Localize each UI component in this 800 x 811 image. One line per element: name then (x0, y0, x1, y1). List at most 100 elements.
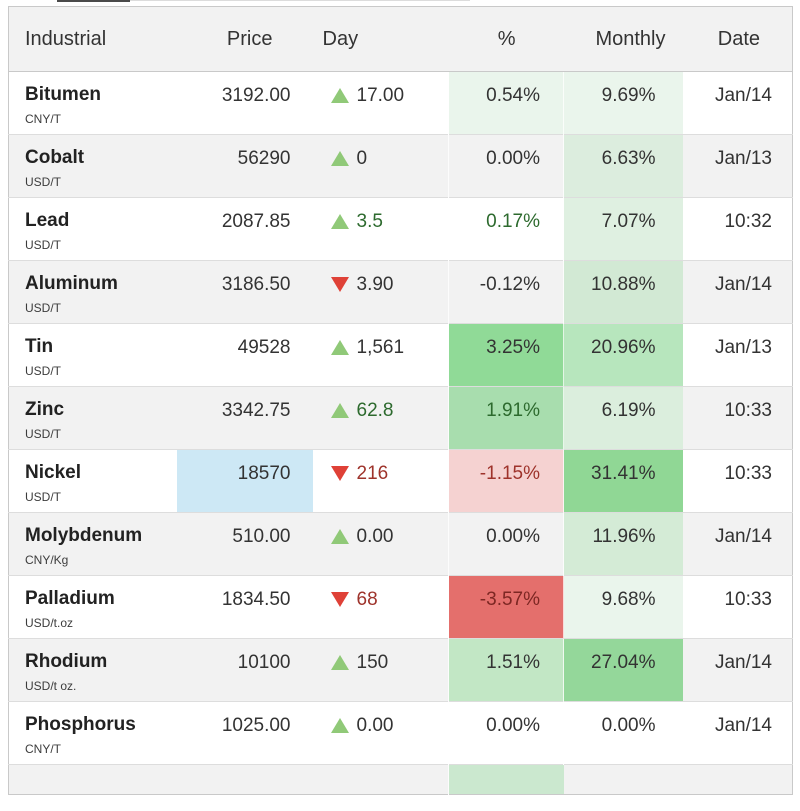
day-change-cell: 0.00 (312, 512, 449, 576)
daily-percent-value: 0.00% (448, 701, 564, 765)
commodity-cell: Rhodium USD/t oz. (8, 638, 177, 702)
monthly-percent-value: 9.68% (563, 575, 683, 639)
commodity-name[interactable]: Bitumen (25, 84, 101, 105)
price-value: 3342.75 (176, 386, 313, 450)
monthly-percent-value: 11.96% (563, 512, 683, 576)
date-value: 10:33 (682, 449, 793, 513)
day-change-value: 68 (356, 589, 378, 610)
table-row: Bitumen CNY/T 3192.00 17.00 0.54% 9.69% Jan/14 (9, 71, 793, 135)
commodity-unit: USD/T (25, 427, 61, 441)
commodity-unit: CNY/T (25, 112, 61, 126)
commodity-unit: USD/t oz. (25, 679, 77, 693)
commodity-name[interactable]: Phosphorus (25, 714, 136, 735)
commodity-name[interactable]: Aluminum (25, 273, 118, 294)
commodity-name[interactable]: Cobalt (25, 147, 85, 168)
down-triangle-icon (330, 592, 349, 607)
table-row: Zinc USD/T 3342.75 62.8 1.91% 6.19% 10:33 (8, 386, 793, 450)
day-change-cell: 17.00 (313, 72, 449, 135)
daily-percent-value: 0.54% (448, 71, 564, 135)
column-header-date[interactable]: Date (682, 6, 793, 72)
day-change-cell: 150 (312, 638, 449, 702)
price-value: 49528 (176, 323, 313, 387)
price-value (176, 764, 313, 795)
day-change-value: 150 (356, 652, 389, 673)
commodity-name[interactable]: Lead (25, 210, 70, 231)
commodity-name[interactable]: Molybdenum (25, 525, 143, 546)
commodity-name[interactable]: Rhodium (25, 651, 108, 672)
day-change-value: 17.00 (356, 85, 405, 106)
date-value: 10:32 (682, 197, 793, 261)
price-value: 1834.50 (176, 575, 313, 639)
day-change-cell: 0 (312, 134, 449, 198)
day-change-value: 0.00 (356, 526, 394, 547)
table-row: Phosphorus CNY/T 1025.00 0.00 0.00% 0.00% Jan/… (8, 701, 793, 765)
commodity-name[interactable]: Tin (25, 336, 54, 357)
price-value: 56290 (176, 134, 313, 198)
day-change-value: 0 (356, 148, 368, 169)
table-row: Tin USD/T 49528 1,561 3.25% 20.96% Jan/13 (8, 323, 793, 387)
price-value: 10100 (176, 638, 313, 702)
monthly-percent-value: 10.88% (563, 260, 683, 324)
date-value: Jan/13 (682, 134, 793, 198)
table-row: Molybdenum CNY/Kg 510.00 0.00 0.00% 11.96% Jan… (8, 512, 793, 576)
day-change-value: 3.5 (356, 211, 383, 232)
commodity-name[interactable]: Nickel (25, 462, 81, 483)
day-change-cell: 216 (312, 449, 449, 513)
up-triangle-icon (330, 340, 349, 355)
commodity-unit: CNY/Kg (25, 553, 69, 567)
commodity-cell: Lead USD/T (8, 197, 177, 261)
daily-percent-value: 3.25% (448, 323, 564, 387)
date-value (682, 764, 793, 795)
down-triangle-icon (330, 277, 349, 292)
commodity-cell: Cobalt USD/T (8, 134, 177, 198)
date-value: Jan/14 (682, 701, 793, 765)
column-header-day[interactable]: Day (312, 6, 449, 72)
commodity-cell: Aluminum USD/T (8, 260, 177, 324)
column-header-price[interactable]: Price (176, 6, 313, 72)
monthly-percent-value: 20.96% (563, 323, 683, 387)
price-value: 3192.00 (221, 85, 291, 106)
commodity-name[interactable]: Zinc (25, 399, 65, 420)
day-change-value: 3.90 (356, 274, 394, 295)
table-row: Palladium USD/t.oz 1834.50 68 -3.57% 9.68% 10:… (8, 575, 793, 639)
up-triangle-icon (330, 151, 349, 166)
monthly-percent-value: 6.63% (563, 134, 683, 198)
daily-percent-value: 1.51% (448, 638, 564, 702)
commodity-unit: USD/T (25, 175, 61, 189)
daily-percent-value: 0.00% (448, 134, 564, 198)
table-row: Rhodium USD/t oz. 10100 150 1.51% 27.04% Jan/1… (8, 638, 793, 702)
daily-percent-value: 0.00% (448, 512, 564, 576)
up-triangle-icon (330, 214, 349, 229)
daily-percent-value: -1.15% (448, 449, 564, 513)
commodity-cell: Zinc USD/T (8, 386, 177, 450)
day-change-value: 1,561 (356, 337, 405, 358)
day-change-cell (312, 764, 449, 795)
monthly-percent-value: 9.69% (563, 71, 683, 135)
column-header-percent[interactable]: % (448, 6, 564, 72)
commodity-unit: CNY/T (25, 742, 61, 756)
commodity-unit: USD/T (25, 364, 61, 378)
daily-percent-value (448, 764, 564, 795)
header-row: Industrial Price Day % Monthly Date (8, 6, 793, 72)
commodity-cell: Molybdenum CNY/Kg (8, 512, 177, 576)
table-row: Cobalt USD/T 56290 0 0.00% 6.63% Jan/13 (8, 134, 793, 198)
monthly-percent-value: 0.00% (563, 701, 683, 765)
commodity-name[interactable]: Palladium (25, 588, 115, 609)
price-value: 18570 (176, 449, 313, 513)
day-change-cell: 3.5 (312, 197, 449, 261)
date-value: Jan/14 (714, 85, 772, 106)
up-triangle-icon (330, 655, 349, 670)
daily-percent-value: 0.17% (448, 197, 564, 261)
column-header-industrial[interactable]: Industrial (8, 6, 177, 72)
date-value: Jan/14 (682, 260, 793, 324)
day-change-value: 0.00 (356, 715, 394, 736)
commodity-cell: Tin USD/T (8, 323, 177, 387)
daily-percent-value: -0.12% (448, 260, 564, 324)
up-triangle-icon (330, 403, 349, 418)
commodity-unit: USD/T (25, 301, 61, 315)
column-header-monthly[interactable]: Monthly (563, 6, 683, 72)
date-value: Jan/14 (682, 512, 793, 576)
table-row: Nickel USD/T 18570 216 -1.15% 31.41% 10:33 (8, 449, 793, 513)
up-triangle-icon (330, 529, 349, 544)
table-header: Industrial Price Day % Monthly Date (8, 6, 793, 72)
